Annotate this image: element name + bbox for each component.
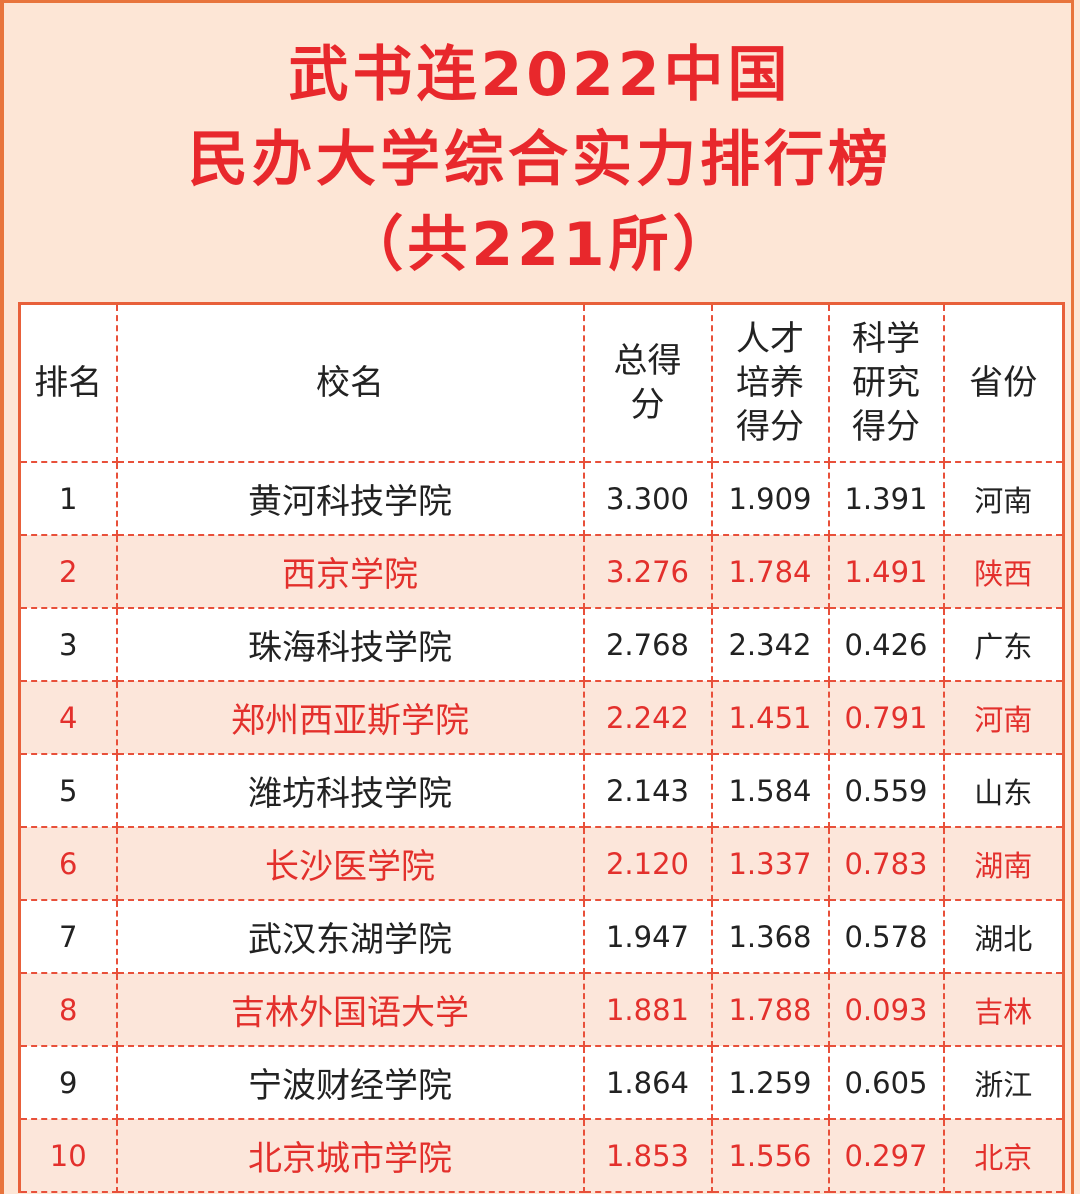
research-score: 0.605 bbox=[827, 1045, 945, 1120]
total-score: 3.276 bbox=[582, 534, 713, 609]
school-name: 长沙医学院 bbox=[115, 826, 585, 901]
school-name: 潍坊科技学院 bbox=[115, 753, 585, 828]
rank: 1 bbox=[18, 461, 118, 536]
school-name: 黄河科技学院 bbox=[115, 461, 585, 536]
table-row: 8 吉林外国语大学 1.881 1.788 0.093 吉林 bbox=[18, 972, 1065, 1047]
school-name: 宁波财经学院 bbox=[115, 1045, 585, 1120]
table-header: 排名 校名 总得分 人才培养得分 科学研究得分 省份 bbox=[18, 302, 1065, 463]
table-row: 10 北京城市学院 1.853 1.556 0.297 北京 bbox=[18, 1118, 1065, 1193]
province: 陕西 bbox=[942, 534, 1065, 609]
total-score: 1.864 bbox=[582, 1045, 713, 1120]
total-score: 2.768 bbox=[582, 607, 713, 682]
table-row: 9 宁波财经学院 1.864 1.259 0.605 浙江 bbox=[18, 1045, 1065, 1120]
header-school: 校名 bbox=[115, 302, 585, 463]
talent-score: 1.784 bbox=[710, 534, 830, 609]
talent-score: 1.259 bbox=[710, 1045, 830, 1120]
province: 山东 bbox=[942, 753, 1065, 828]
table-row: 5 潍坊科技学院 2.143 1.584 0.559 山东 bbox=[18, 753, 1065, 828]
table-row: 7 武汉东湖学院 1.947 1.368 0.578 湖北 bbox=[18, 899, 1065, 974]
header-province: 省份 bbox=[942, 302, 1065, 463]
province: 吉林 bbox=[942, 972, 1065, 1047]
table-row: 1 黄河科技学院 3.300 1.909 1.391 河南 bbox=[18, 461, 1065, 536]
school-name: 北京城市学院 bbox=[115, 1118, 585, 1193]
rank: 4 bbox=[18, 680, 118, 755]
school-name: 武汉东湖学院 bbox=[115, 899, 585, 974]
table-row: 2 西京学院 3.276 1.784 1.491 陕西 bbox=[18, 534, 1065, 609]
school-name: 珠海科技学院 bbox=[115, 607, 585, 682]
total-score: 1.947 bbox=[582, 899, 713, 974]
title-line-3: （共221所） bbox=[343, 210, 737, 280]
talent-score: 1.584 bbox=[710, 753, 830, 828]
table-row: 6 长沙医学院 2.120 1.337 0.783 湖南 bbox=[18, 826, 1065, 901]
research-score: 0.791 bbox=[827, 680, 945, 755]
research-score: 0.426 bbox=[827, 607, 945, 682]
total-score: 1.853 bbox=[582, 1118, 713, 1193]
province: 浙江 bbox=[942, 1045, 1065, 1120]
total-score: 2.242 bbox=[582, 680, 713, 755]
total-score: 3.300 bbox=[582, 461, 713, 536]
province: 广东 bbox=[942, 607, 1065, 682]
research-score: 0.093 bbox=[827, 972, 945, 1047]
rank: 3 bbox=[18, 607, 118, 682]
title-line-2: 民办大学综合实力排行榜 bbox=[188, 125, 892, 195]
table-row: 4 郑州西亚斯学院 2.242 1.451 0.791 河南 bbox=[18, 680, 1065, 755]
table-row: 3 珠海科技学院 2.768 2.342 0.426 广东 bbox=[18, 607, 1065, 682]
title-line-1: 武书连2022中国 bbox=[288, 40, 792, 110]
total-score: 2.120 bbox=[582, 826, 713, 901]
research-score: 0.559 bbox=[827, 753, 945, 828]
province: 湖南 bbox=[942, 826, 1065, 901]
research-score: 0.297 bbox=[827, 1118, 945, 1193]
header-talent: 人才培养得分 bbox=[710, 302, 830, 463]
research-score: 0.578 bbox=[827, 899, 945, 974]
total-score: 2.143 bbox=[582, 753, 713, 828]
header-total: 总得分 bbox=[582, 302, 713, 463]
school-name: 郑州西亚斯学院 bbox=[115, 680, 585, 755]
talent-score: 1.451 bbox=[710, 680, 830, 755]
research-score: 1.491 bbox=[827, 534, 945, 609]
rank: 5 bbox=[18, 753, 118, 828]
school-name: 西京学院 bbox=[115, 534, 585, 609]
rank: 6 bbox=[18, 826, 118, 901]
talent-score: 1.788 bbox=[710, 972, 830, 1047]
talent-score: 1.556 bbox=[710, 1118, 830, 1193]
rank: 9 bbox=[18, 1045, 118, 1120]
rank: 10 bbox=[18, 1118, 118, 1193]
rank: 7 bbox=[18, 899, 118, 974]
total-score: 1.881 bbox=[582, 972, 713, 1047]
research-score: 1.391 bbox=[827, 461, 945, 536]
province: 河南 bbox=[942, 680, 1065, 755]
rank: 8 bbox=[18, 972, 118, 1047]
talent-score: 2.342 bbox=[710, 607, 830, 682]
school-name: 吉林外国语大学 bbox=[115, 972, 585, 1047]
research-score: 0.783 bbox=[827, 826, 945, 901]
province: 北京 bbox=[942, 1118, 1065, 1193]
talent-score: 1.368 bbox=[710, 899, 830, 974]
ranking-table: 排名 校名 总得分 人才培养得分 科学研究得分 省份 1 黄河科技学院 3.300 1… bbox=[18, 302, 1065, 1193]
header-rank: 排名 bbox=[18, 302, 118, 463]
talent-score: 1.909 bbox=[710, 461, 830, 536]
rank: 2 bbox=[18, 534, 118, 609]
talent-score: 1.337 bbox=[710, 826, 830, 901]
header-research: 科学研究得分 bbox=[827, 302, 945, 463]
province: 湖北 bbox=[942, 899, 1065, 974]
province: 河南 bbox=[942, 461, 1065, 536]
